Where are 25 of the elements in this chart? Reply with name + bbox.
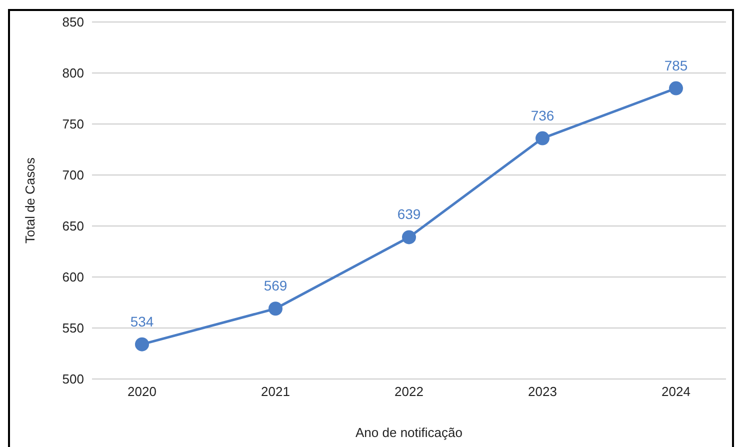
y-tick-label: 700 — [62, 168, 84, 183]
y-tick-label: 750 — [62, 116, 84, 132]
y-tick-label: 850 — [62, 14, 84, 30]
data-label: 639 — [397, 206, 421, 222]
point — [135, 337, 149, 352]
point — [536, 131, 550, 146]
y-tick-label: 500 — [62, 372, 84, 387]
y-tick-label: 800 — [62, 66, 84, 81]
data-label: 534 — [130, 313, 154, 330]
x-tick-label: 2024 — [662, 384, 690, 400]
point — [669, 81, 683, 96]
x-tick-label: 2021 — [261, 384, 290, 400]
point — [402, 230, 416, 244]
x-axis-title: Ano de notificação — [356, 425, 462, 440]
point — [268, 302, 282, 316]
data-label: 569 — [264, 278, 288, 294]
y-tick-label: 550 — [62, 320, 84, 336]
y-axis-title: Total de Casos — [22, 157, 38, 244]
x-tick-label: 2020 — [128, 384, 156, 400]
x-tick-label: 2023 — [528, 384, 557, 400]
data-label: 736 — [530, 107, 554, 124]
y-tick-label: 650 — [62, 218, 84, 234]
y-tick-label: 600 — [62, 270, 84, 285]
x-tick-label: 2022 — [394, 384, 424, 400]
data-label: 785 — [664, 57, 688, 74]
